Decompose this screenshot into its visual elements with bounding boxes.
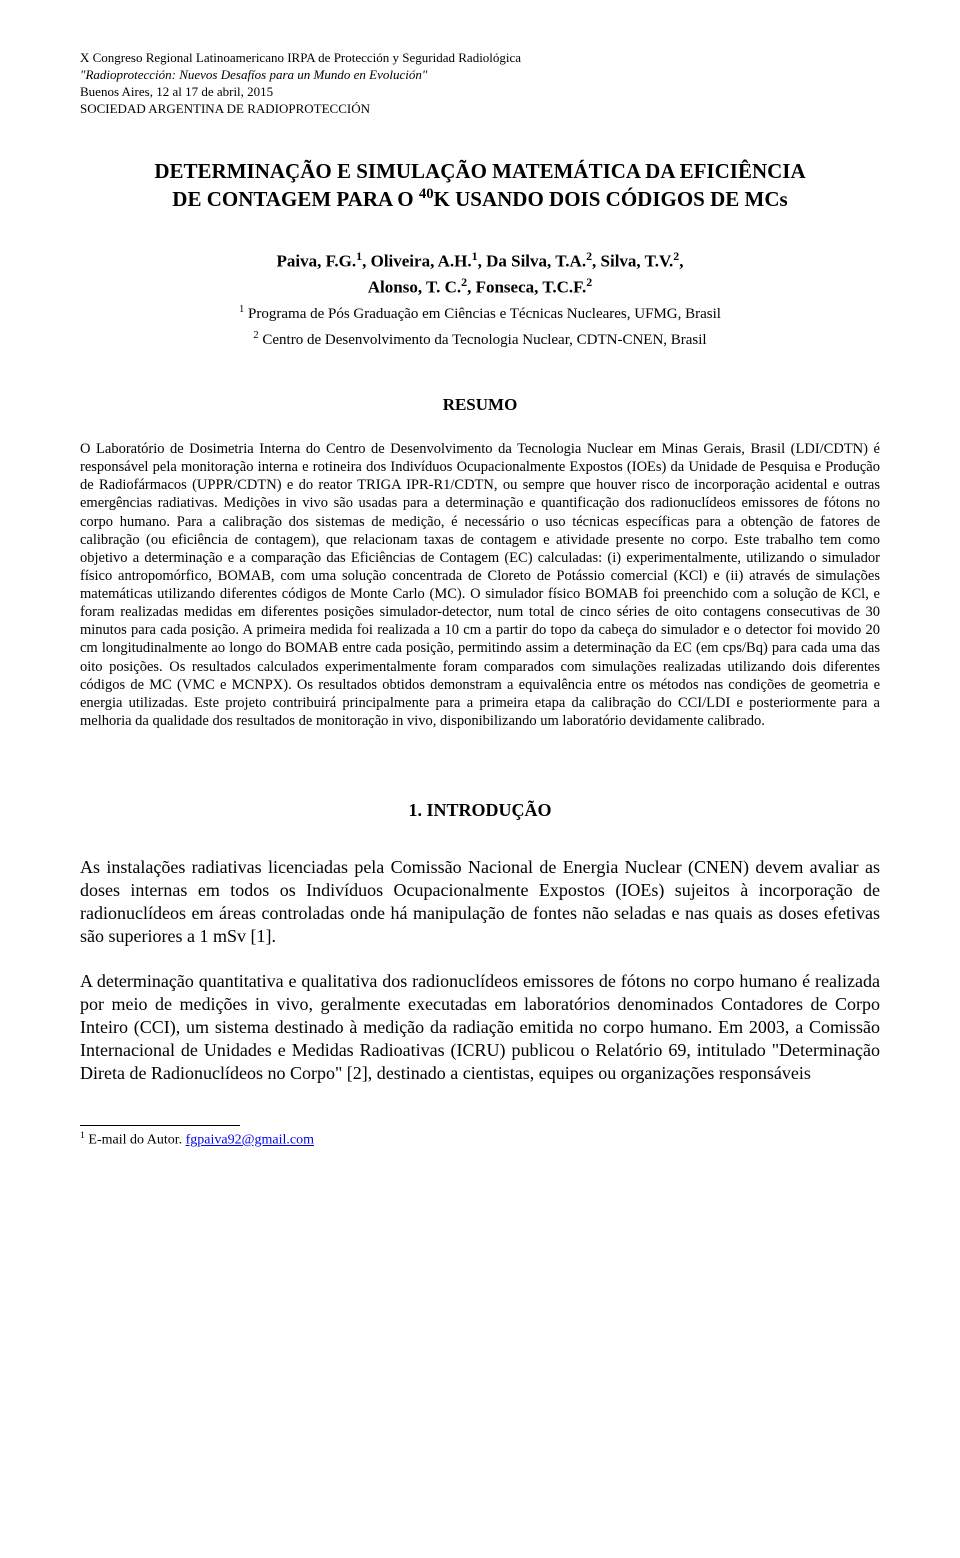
authors: Paiva, F.G.1, Oliveira, A.H.1, Da Silva,… (80, 248, 880, 299)
footnote-label: E-mail do Autor. (85, 1133, 186, 1148)
body-paragraph-1: As instalações radiativas licenciadas pe… (80, 856, 880, 948)
paper-title: DETERMINAÇÃO E SIMULAÇÃO MATEMÁTICA DA E… (80, 158, 880, 214)
title-post: K USANDO DOIS CÓDIGOS DE MCs (434, 187, 788, 211)
header-line-3: Buenos Aires, 12 al 17 de abril, 2015 (80, 84, 880, 101)
title-line-2: DE CONTAGEM PARA O 40K USANDO DOIS CÓDIG… (80, 185, 880, 213)
conference-header: X Congreso Regional Latinoamericano IRPA… (80, 50, 880, 118)
affiliation-2: 2 Centro de Desenvolvimento da Tecnologi… (80, 329, 880, 351)
title-pre: DE CONTAGEM PARA O (172, 187, 419, 211)
header-line-1: X Congreso Regional Latinoamericano IRPA… (80, 50, 880, 67)
affil-2-text: Centro de Desenvolvimento da Tecnologia … (259, 332, 707, 348)
abstract-text: O Laboratório de Dosimetria Interna do C… (80, 440, 880, 730)
title-sup: 40 (419, 186, 434, 202)
header-line-4: SOCIEDAD ARGENTINA DE RADIOPROTECCIÓN (80, 101, 880, 118)
page: X Congreso Regional Latinoamericano IRPA… (0, 0, 960, 1189)
abstract-heading: RESUMO (80, 395, 880, 415)
footnote: 1 E-mail do Autor. fgpaiva92@gmail.com (80, 1130, 880, 1149)
header-line-2: "Radioprotección: Nuevos Desafíos para u… (80, 67, 880, 84)
author-email-link[interactable]: fgpaiva92@gmail.com (186, 1133, 314, 1148)
affiliation-1: 1 Programa de Pós Graduação em Ciências … (80, 303, 880, 325)
title-line-1: DETERMINAÇÃO E SIMULAÇÃO MATEMÁTICA DA E… (80, 158, 880, 185)
footnote-separator (80, 1125, 240, 1126)
body-paragraph-2: A determinação quantitativa e qualitativ… (80, 970, 880, 1085)
section-1-heading: 1. INTRODUÇÃO (80, 800, 880, 821)
affil-1-text: Programa de Pós Graduação em Ciências e … (244, 306, 721, 322)
